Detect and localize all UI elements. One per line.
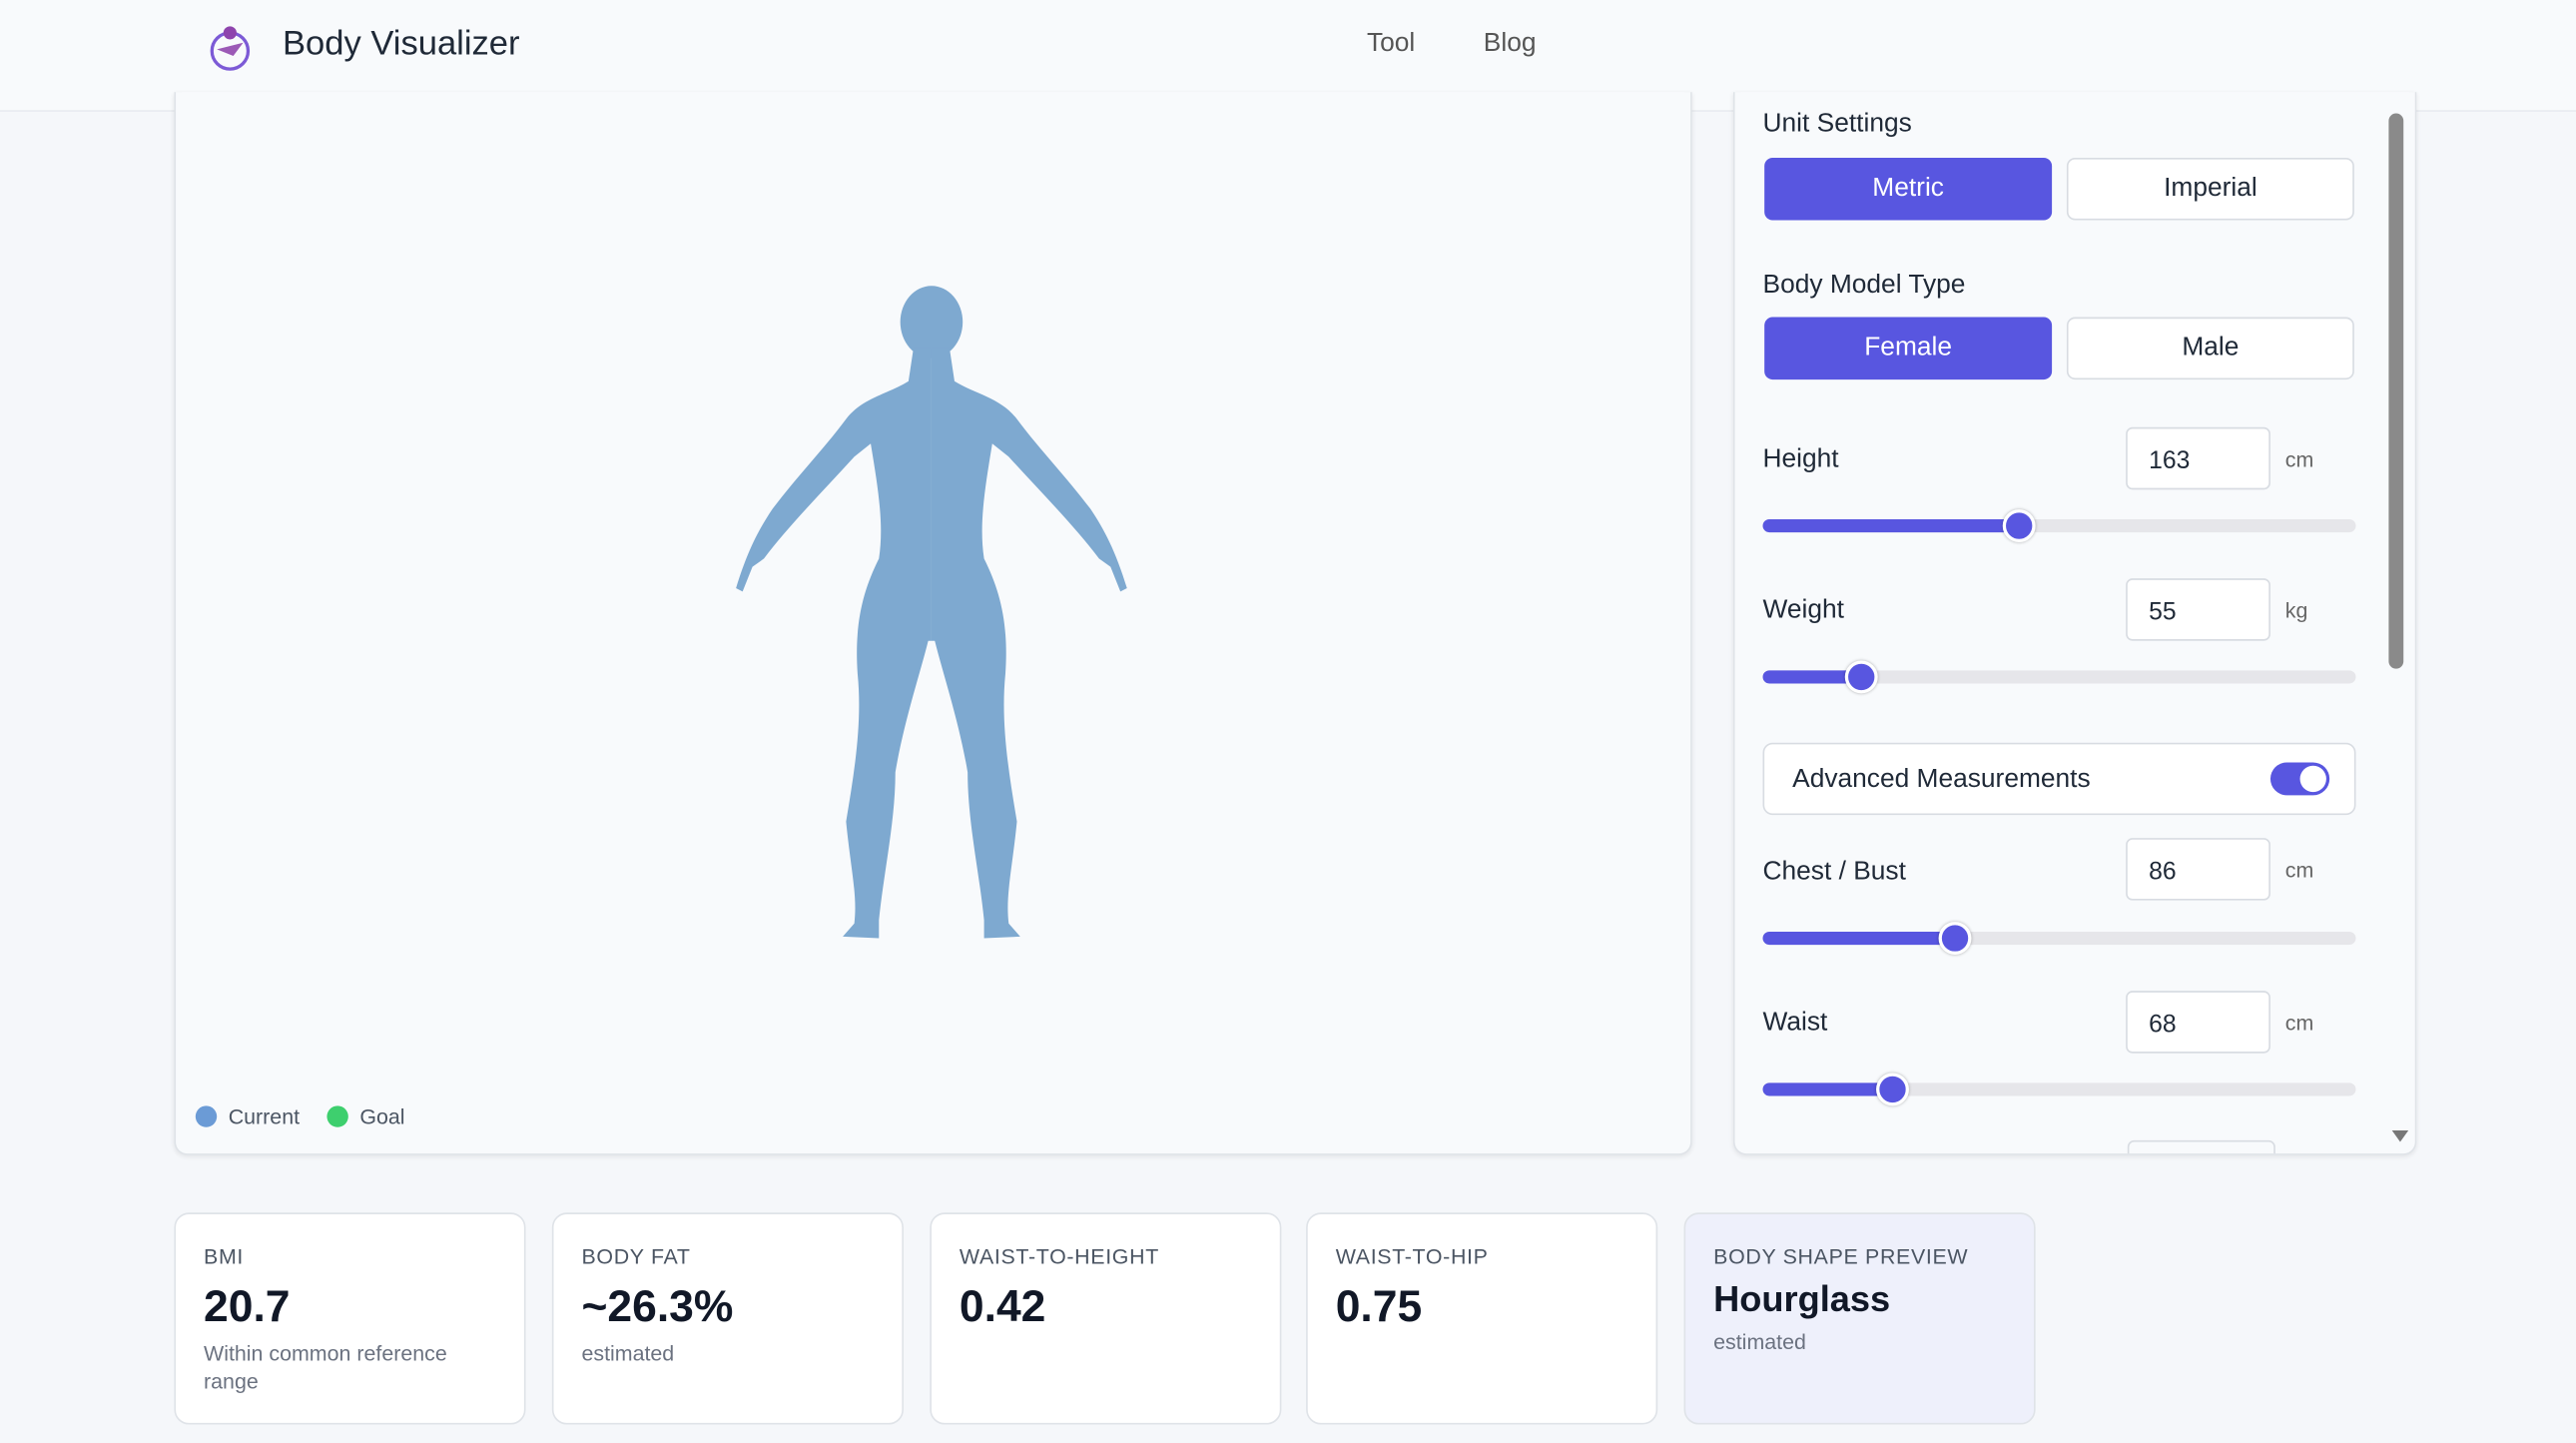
card-title: BODY SHAPE PREVIEW (1713, 1243, 1969, 1269)
toggle-button[interactable]: Metric (1764, 157, 2053, 221)
card-value: 0.42 (959, 1281, 1046, 1331)
metric-card: WAIST-TO-HIP 0.75 (1306, 1212, 1658, 1425)
field-label: Waist (1762, 1009, 1828, 1038)
toggle-button[interactable]: Female (1764, 317, 2053, 380)
input[interactable]: 68 (2126, 991, 2270, 1054)
advanced-toggle[interactable]: Advanced Measurements (1762, 742, 2356, 816)
unit: cm (2284, 1010, 2314, 1036)
nav-link[interactable]: Tool (1366, 29, 1416, 58)
input[interactable]: 163 (2126, 426, 2270, 490)
switch[interactable] (2269, 762, 2330, 796)
legend-label: Goal (359, 1103, 405, 1129)
viewer (174, 92, 1692, 1155)
metric-card: BMI 20.7 Within common reference range (174, 1212, 526, 1425)
slider[interactable] (1762, 1073, 2356, 1106)
card-note: Within common reference range (204, 1340, 447, 1394)
field-label: Weight (1762, 596, 1844, 625)
metric-card: WAIST-TO-HEIGHT 0.42 (930, 1212, 1282, 1425)
card-value: 20.7 (204, 1281, 291, 1331)
toggle-button[interactable]: Imperial (2066, 157, 2354, 221)
unit: cm (2284, 446, 2314, 472)
metric-card: BODY SHAPE PREVIEW Hourglass estimated (1683, 1212, 2036, 1425)
card-note: estimated (581, 1340, 675, 1366)
slider[interactable] (1762, 922, 2356, 955)
card-title: BODY FAT (581, 1243, 691, 1269)
scroll-arrow[interactable] (2390, 1128, 2410, 1144)
field-label: Chest / Bust (1762, 857, 1906, 886)
toggle-label: Advanced Measurements (1792, 765, 2091, 794)
settings-panel (1732, 92, 2417, 1155)
metric-card: BODY FAT ~26.3% estimated (551, 1212, 904, 1425)
legend-label: Current (228, 1103, 301, 1129)
unit: cm (2284, 857, 2314, 883)
input[interactable]: 86 (2126, 838, 2270, 901)
card-title: BMI (204, 1243, 245, 1269)
brand[interactable]: Body Visualizer (283, 24, 520, 63)
toggle-button[interactable]: Male (2066, 317, 2354, 380)
input[interactable]: 55 (2126, 578, 2270, 641)
card-value: Hourglass (1713, 1278, 1891, 1320)
slider[interactable] (1762, 660, 2356, 694)
nav-link[interactable]: Blog (1483, 29, 1537, 58)
section-title: Body Model Type (1762, 271, 1966, 300)
card-value: 0.75 (1335, 1281, 1423, 1331)
logo (210, 26, 251, 71)
card-value: ~26.3% (581, 1281, 734, 1331)
scrollbar[interactable] (2388, 113, 2404, 669)
unit: kg (2284, 597, 2308, 623)
input[interactable] (2127, 1139, 2275, 1154)
legend-item: Goal (326, 1103, 405, 1129)
field-label: Height (1762, 444, 1839, 473)
card-note: estimated (1713, 1329, 1806, 1354)
slider[interactable] (1762, 509, 2356, 542)
card-title: WAIST-TO-HEIGHT (959, 1243, 1159, 1269)
legend-item: Current (195, 1103, 301, 1129)
section-title: Unit Settings (1762, 110, 1912, 139)
card-title: WAIST-TO-HIP (1335, 1243, 1489, 1269)
